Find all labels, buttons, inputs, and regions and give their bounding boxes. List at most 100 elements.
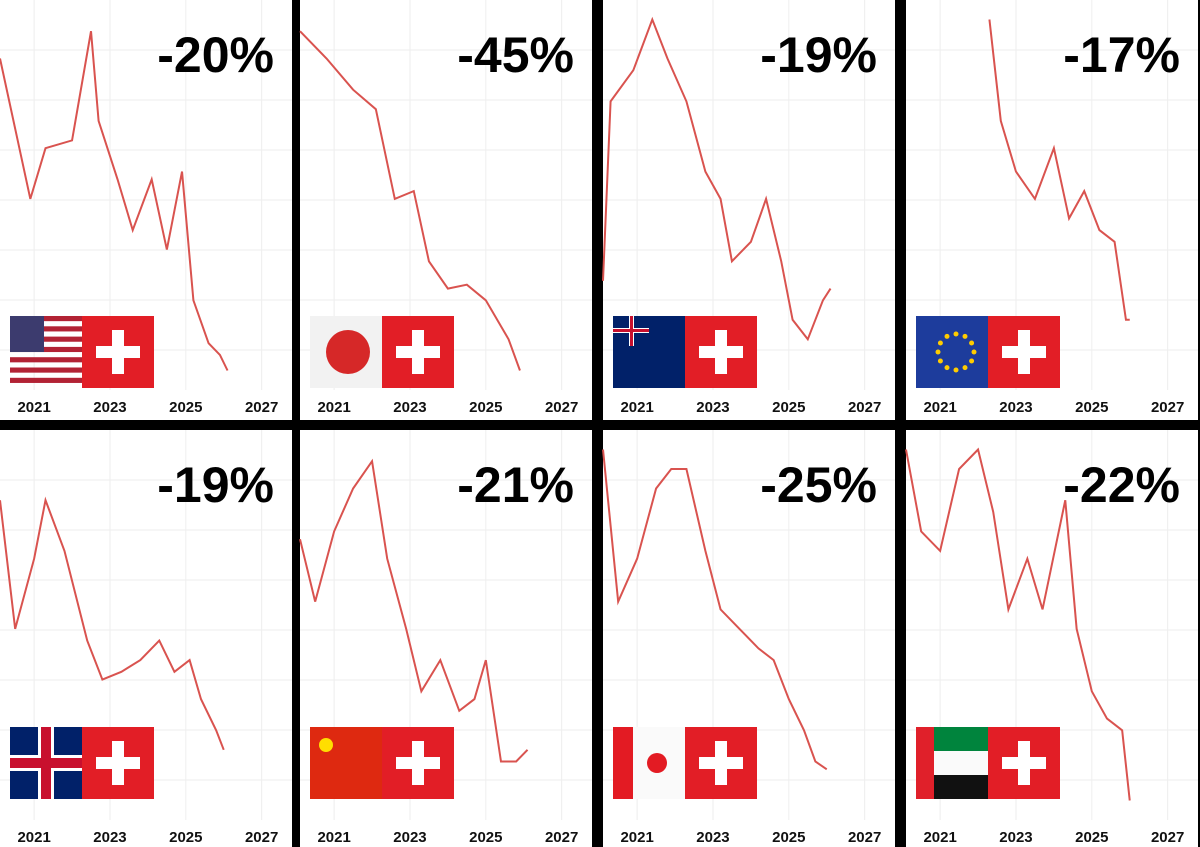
- headline: -19%: [157, 457, 274, 513]
- flag-part: [10, 316, 82, 322]
- flag-part: [916, 727, 934, 799]
- flag-cross: [699, 346, 743, 358]
- flag: [613, 316, 685, 388]
- flag-part: [944, 365, 950, 371]
- flag-part: [969, 358, 975, 364]
- x-tick-label: 2025: [1075, 399, 1108, 416]
- x-tick-label: 2025: [772, 829, 805, 846]
- headline: -21%: [457, 457, 574, 513]
- flag: [916, 727, 988, 799]
- x-tick-label: 2023: [393, 399, 426, 416]
- x-tick-label: 2023: [999, 829, 1032, 846]
- price-line: [602, 449, 828, 771]
- flag-part: [971, 349, 977, 355]
- headline: -20%: [157, 27, 274, 83]
- flag-cross: [96, 757, 140, 769]
- flag-part: [953, 367, 959, 373]
- x-tick-label: 2023: [393, 829, 426, 846]
- x-tick-label: 2025: [772, 399, 805, 416]
- flag-part: [319, 738, 333, 752]
- headline: -25%: [760, 457, 877, 513]
- x-tick-label: 2025: [1075, 829, 1108, 846]
- x-tick-label: 2027: [245, 399, 278, 416]
- flag-part: [310, 727, 382, 799]
- x-tick-label: 2025: [169, 399, 202, 416]
- flag: [613, 727, 685, 799]
- panel: 2021 2023 2025 2027 -45%: [299, 0, 592, 420]
- flag-part: [953, 331, 959, 337]
- flag-part: [935, 349, 941, 355]
- price-line: [299, 30, 521, 371]
- x-tick-label: 2027: [848, 829, 881, 846]
- flag-cross: [699, 757, 743, 769]
- flag-part: [962, 365, 968, 371]
- x-tick-label: 2021: [17, 399, 50, 416]
- flag-part: [10, 326, 82, 332]
- x-tick-label: 2025: [469, 399, 502, 416]
- x-tick-label: 2021: [923, 829, 956, 846]
- flag-cross: [396, 346, 440, 358]
- x-tick-label: 2025: [169, 829, 202, 846]
- price-line: [0, 31, 229, 371]
- flag-cross: [96, 346, 140, 358]
- x-tick-label: 2023: [696, 399, 729, 416]
- panel: 2021 2023 2025 2027 -25%: [602, 430, 895, 847]
- x-tick-label: 2021: [923, 399, 956, 416]
- x-tick-label: 2021: [317, 399, 350, 416]
- panel: 2021 2023 2025 2027 -17%: [906, 0, 1198, 420]
- x-tick-label: 2023: [93, 829, 126, 846]
- x-tick-label: 2027: [1151, 829, 1184, 846]
- panel: 2021 2023 2025 2027 -20%: [0, 0, 292, 420]
- x-tick-label: 2027: [545, 399, 578, 416]
- price-line: [299, 458, 529, 763]
- flag: [10, 316, 82, 383]
- x-tick-label: 2021: [620, 399, 653, 416]
- x-tick-label: 2023: [999, 399, 1032, 416]
- flag-part: [326, 330, 370, 374]
- x-tick-label: 2021: [620, 829, 653, 846]
- flag-part: [944, 333, 950, 339]
- x-tick-label: 2027: [545, 829, 578, 846]
- flag-cross: [396, 757, 440, 769]
- x-tick-label: 2027: [848, 399, 881, 416]
- flag-part: [647, 753, 667, 773]
- flag-part: [10, 377, 82, 383]
- x-tick-label: 2023: [696, 829, 729, 846]
- flag-part: [613, 316, 685, 388]
- flag-part: [41, 727, 51, 799]
- flag-part: [10, 346, 82, 353]
- flag-cross: [1002, 757, 1046, 769]
- price-line: [905, 447, 1131, 801]
- x-tick-label: 2027: [245, 829, 278, 846]
- flag-part: [962, 333, 968, 339]
- flag-cross: [1002, 346, 1046, 358]
- x-tick-label: 2023: [93, 399, 126, 416]
- flag-part: [630, 316, 633, 346]
- flag-part: [10, 357, 82, 363]
- x-tick-label: 2021: [17, 829, 50, 846]
- flag: [310, 316, 382, 388]
- headline: -19%: [760, 27, 877, 83]
- x-tick-label: 2021: [317, 829, 350, 846]
- panel: 2021 2023 2025 2027 -21%: [299, 430, 592, 847]
- price-line: [0, 496, 225, 751]
- headline: -45%: [457, 27, 574, 83]
- flag-part: [916, 316, 988, 388]
- flag: [916, 316, 988, 388]
- flag: [310, 727, 382, 799]
- x-tick-label: 2025: [469, 829, 502, 846]
- flag-part: [969, 340, 975, 346]
- headline: -17%: [1063, 27, 1180, 83]
- panel: 2021 2023 2025 2027 -22%: [905, 430, 1198, 847]
- price-line: [988, 19, 1130, 321]
- flag-part: [613, 727, 633, 799]
- flag-part: [10, 336, 82, 342]
- flag-part: [10, 367, 82, 373]
- x-tick-label: 2027: [1151, 399, 1184, 416]
- panel: 2021 2023 2025 2027 -19%: [602, 0, 895, 420]
- panel: 2021 2023 2025 2027 -19%: [0, 430, 292, 847]
- flag: [10, 727, 82, 799]
- flag-part: [937, 340, 943, 346]
- headline: -22%: [1063, 457, 1180, 513]
